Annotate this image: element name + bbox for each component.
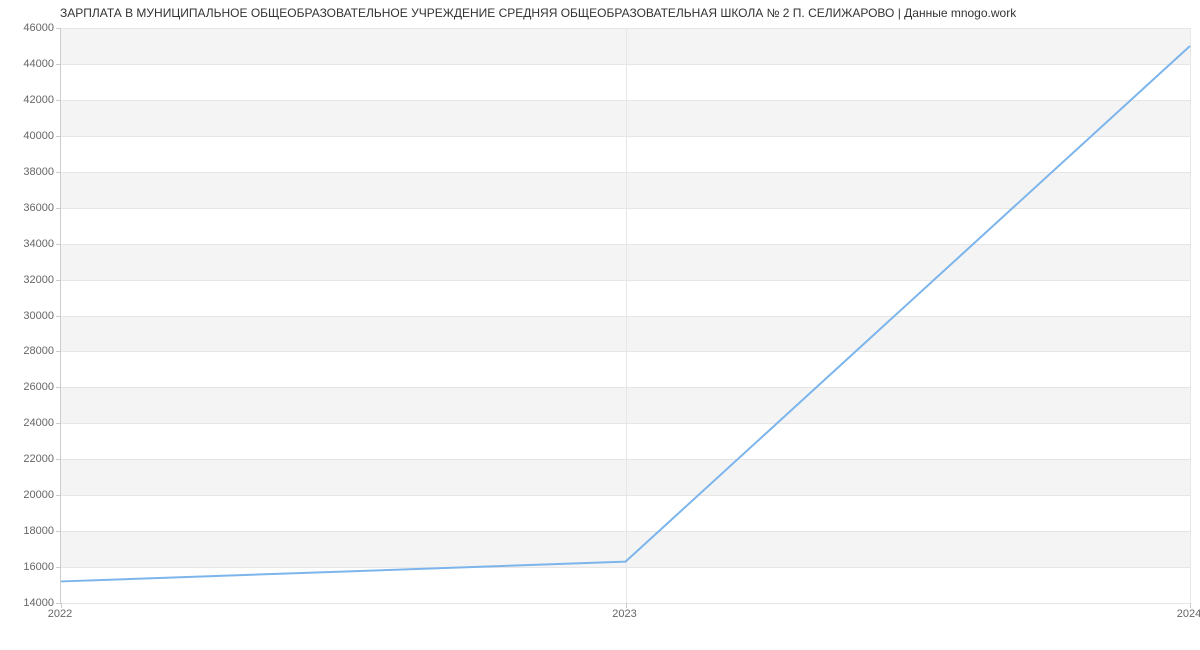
x-axis-label: 2022 [48,608,72,620]
x-axis-label: 2024 [1177,608,1200,620]
chart-container: ЗАРПЛАТА В МУНИЦИПАЛЬНОЕ ОБЩЕОБРАЗОВАТЕЛ… [0,0,1200,650]
x-axis-label: 2023 [612,608,636,620]
y-axis-label: 22000 [23,453,54,465]
y-axis-label: 28000 [23,345,54,357]
chart-title: ЗАРПЛАТА В МУНИЦИПАЛЬНОЕ ОБЩЕОБРАЗОВАТЕЛ… [60,6,1190,20]
plot-area [60,28,1190,604]
y-axis-label: 42000 [23,94,54,106]
y-axis-label: 20000 [23,489,54,501]
v-gridline [1190,28,1191,603]
y-axis-label: 36000 [23,202,54,214]
y-axis-label: 24000 [23,417,54,429]
y-axis-label: 40000 [23,130,54,142]
line-series-svg [61,28,1190,603]
y-axis-label: 44000 [23,58,54,70]
y-axis-label: 30000 [23,310,54,322]
y-axis-label: 18000 [23,525,54,537]
y-axis-label: 26000 [23,381,54,393]
y-axis-label: 32000 [23,274,54,286]
y-axis-label: 38000 [23,166,54,178]
y-axis-label: 34000 [23,238,54,250]
series-line [61,46,1190,581]
y-axis-label: 46000 [23,22,54,34]
y-axis-label: 16000 [23,561,54,573]
